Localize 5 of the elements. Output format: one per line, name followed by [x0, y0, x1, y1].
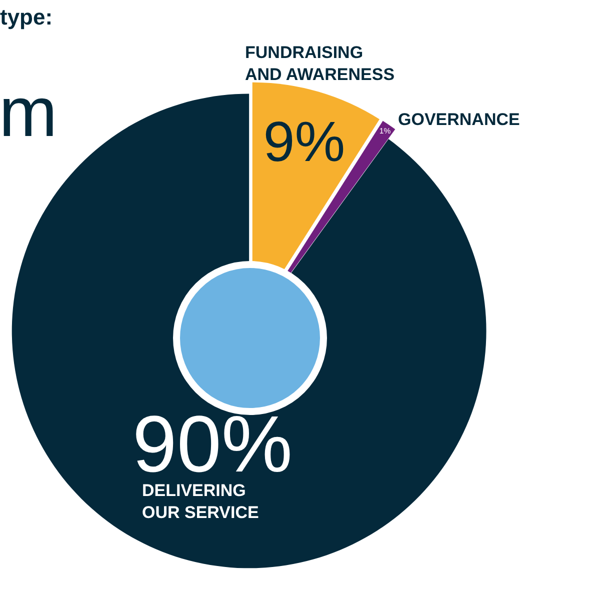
chart-title: type: [0, 4, 53, 30]
slice-label: FUNDRAISING AND AWARENESS [245, 43, 395, 84]
slice-label: GOVERNANCE [398, 110, 520, 129]
text: m [0, 73, 58, 151]
data-label: 9% [263, 110, 346, 174]
